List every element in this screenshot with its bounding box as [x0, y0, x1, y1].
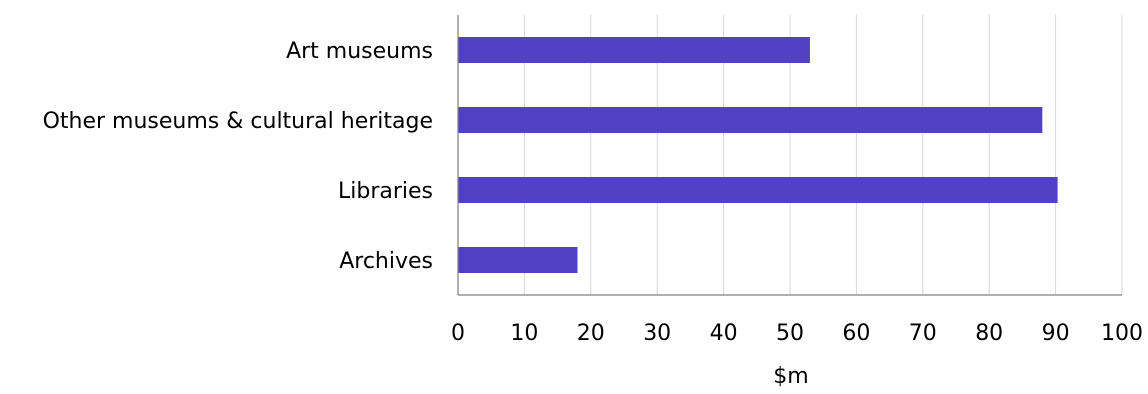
x-tick-label: 20 — [577, 321, 605, 346]
x-tick-label: 10 — [510, 321, 538, 346]
bar — [458, 177, 1058, 203]
category-label: Other museums & cultural heritage — [43, 109, 433, 134]
x-tick-label: 80 — [975, 321, 1003, 346]
x-tick-label: 70 — [909, 321, 937, 346]
bar — [458, 247, 578, 273]
x-tick-labels: 0 10 20 30 40 50 60 70 80 90 100 — [451, 321, 1143, 346]
x-axis-title: $m — [773, 364, 808, 389]
category-label: Libraries — [338, 179, 433, 204]
category-label: Archives — [339, 249, 433, 274]
bars — [458, 37, 1058, 273]
category-labels: Art museums Other museums & cultural heri… — [43, 39, 433, 274]
category-label: Art museums — [286, 39, 433, 64]
axes — [457, 15, 1122, 296]
x-tick-label: 60 — [842, 321, 870, 346]
bar — [458, 37, 810, 63]
x-tick-label: 40 — [710, 321, 738, 346]
x-tick-label: 50 — [776, 321, 804, 346]
x-tick-label: 30 — [643, 321, 671, 346]
x-tick-label: 0 — [451, 321, 465, 346]
x-tick-label: 90 — [1042, 321, 1070, 346]
bar — [458, 107, 1043, 133]
x-tick-label: 100 — [1101, 321, 1143, 346]
